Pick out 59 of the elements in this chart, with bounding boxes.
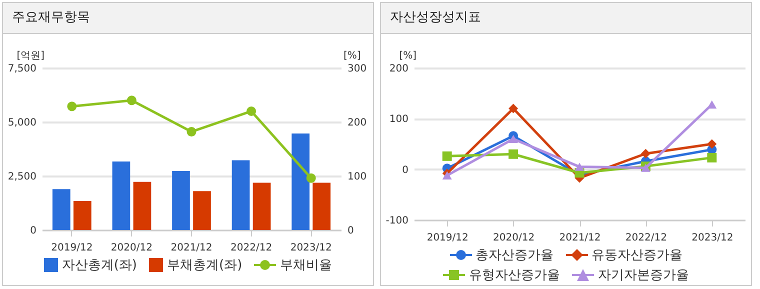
y-tick-label: 200	[389, 64, 408, 74]
y-axis-title: [%]	[399, 50, 417, 62]
point	[508, 104, 518, 114]
legend-label: 총자산증가율	[476, 247, 554, 264]
chart-title: 주요재무항목	[3, 3, 373, 34]
point	[640, 148, 650, 158]
y-tick-label: 0	[30, 226, 36, 236]
bar	[252, 182, 271, 230]
y-tick-label: 5,000	[8, 118, 36, 128]
legend-label: 부채비율	[280, 257, 332, 274]
x-tick-label: 2020/12	[493, 232, 535, 244]
y-tick-label: 7,500	[8, 64, 36, 74]
x-tick-label: 2019/12	[426, 232, 468, 244]
y-tick-label: 100	[389, 114, 408, 126]
legend-label: 자산총계(좌)	[62, 257, 137, 274]
y-axis-title: [억원]	[16, 50, 45, 62]
point	[246, 106, 256, 116]
x-tick-label: 2019/12	[51, 242, 93, 254]
x-tick-label: 2021/12	[170, 242, 212, 254]
y2-tick-label: 0	[348, 226, 354, 236]
bar	[52, 189, 70, 230]
x-tick-label: 2023/12	[290, 242, 332, 254]
bar	[172, 171, 190, 230]
point	[306, 173, 316, 183]
y-tick-label: 2,500	[8, 172, 36, 182]
point	[574, 162, 584, 171]
point	[442, 171, 452, 180]
y2-tick-label: 200	[348, 118, 367, 128]
point	[707, 139, 717, 149]
bar	[73, 201, 92, 230]
point	[67, 102, 77, 112]
y-tick-label: -100	[386, 216, 408, 226]
point	[707, 100, 717, 109]
point	[508, 149, 518, 159]
x-tick-label: 2022/12	[625, 232, 667, 244]
point	[508, 134, 518, 144]
point	[442, 151, 452, 161]
x-tick-label: 2021/12	[559, 232, 601, 244]
y2-axis-title: [%]	[344, 50, 361, 62]
y2-tick-label: 100	[348, 172, 367, 182]
bar	[112, 162, 130, 230]
legend-label: 유동자산증가율	[592, 247, 682, 264]
chart-title: 자산성장성지표	[381, 3, 751, 34]
bar	[292, 133, 310, 230]
bar	[193, 191, 211, 230]
x-tick-label: 2020/12	[110, 242, 152, 254]
legend-label: 자기자본증가율	[598, 267, 689, 284]
legend-label: 유형자산증가율	[469, 267, 560, 284]
point	[707, 152, 717, 162]
legend-label: 부채총계(좌)	[167, 257, 242, 274]
bar	[232, 160, 250, 230]
bar	[312, 182, 331, 230]
x-tick-label: 2022/12	[230, 242, 272, 254]
y2-tick-label: 300	[348, 64, 367, 74]
point	[126, 96, 136, 106]
bar	[133, 182, 152, 230]
y-tick-label: 0	[402, 164, 408, 176]
x-tick-label: 2023/12	[692, 232, 734, 244]
point	[186, 126, 196, 136]
